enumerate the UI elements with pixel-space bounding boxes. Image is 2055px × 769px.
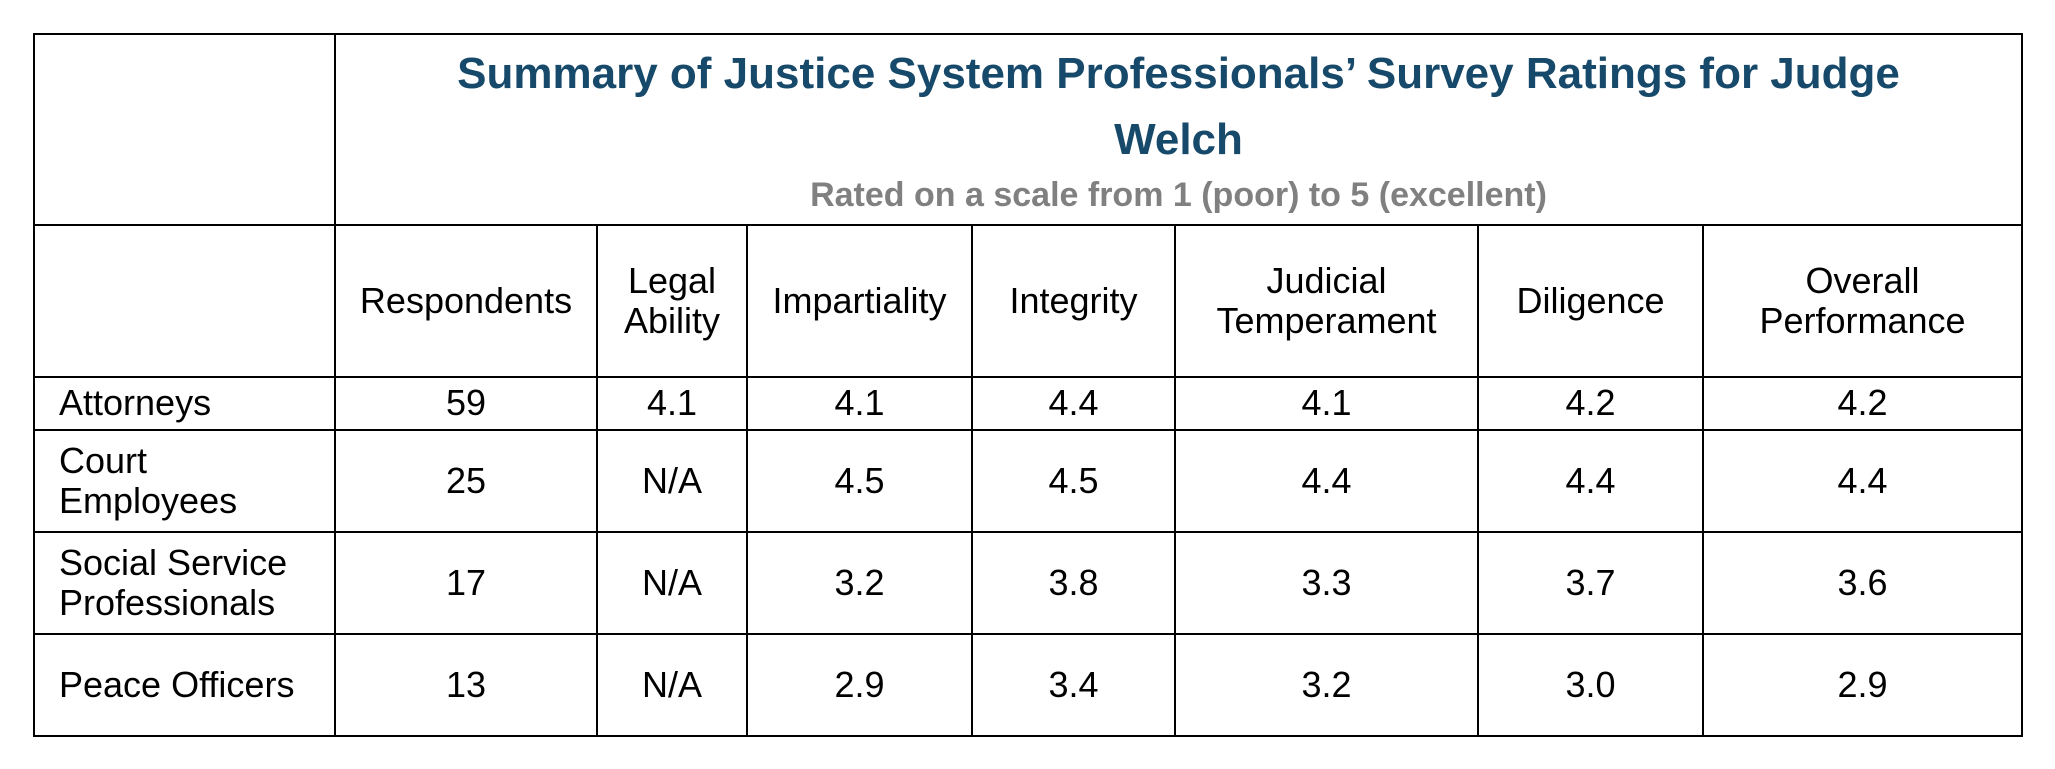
row-label-cell: Attorneys (33, 376, 336, 431)
cell-value: 3.3 (1174, 531, 1479, 635)
cell-value: 3.6 (1701, 531, 2024, 635)
column-header: Overall Performance (1701, 224, 2024, 378)
cell-value: 4.4 (1477, 429, 1704, 533)
row-label: Social Service Professionals (59, 541, 288, 623)
data-row: Court Employees 25 N/A 4.5 4.5 4.4 4.4 4.4 (33, 429, 2024, 533)
title: Summary of Justice System Professionals’… (457, 49, 1900, 165)
cell-value: N/A (596, 633, 748, 737)
cell-value: 4.4 (971, 376, 1176, 431)
row-label-cell: Peace Officers (33, 633, 336, 737)
data-row: Attorneys 59 4.1 4.1 4.4 4.1 4.2 4.2 (33, 376, 2024, 431)
cell-value: 17 (334, 531, 598, 635)
cell-value: 25 (334, 429, 598, 533)
ratings-table: Summary of Justice System Professionals’… (33, 33, 2024, 737)
cell-value: N/A (596, 429, 748, 533)
title-cell: Summary of Justice System Professionals’… (333, 33, 2024, 226)
cell-value: 3.2 (1174, 633, 1479, 737)
empty-cell (33, 224, 336, 378)
cell-value: 4.2 (1701, 376, 2024, 431)
row-label: Attorneys (59, 382, 212, 424)
cell-value: 4.2 (1477, 376, 1704, 431)
column-header: Legal Ability (596, 224, 748, 378)
title-row: Summary of Justice System Professionals’… (33, 33, 2024, 226)
row-label: Court Employees (59, 439, 238, 521)
cell-value: 59 (334, 376, 598, 431)
row-label-cell: Court Employees (33, 429, 336, 533)
subtitle: Rated on a scale from 1 (poor) to 5 (exc… (810, 176, 1547, 215)
cell-value: 4.5 (971, 429, 1176, 533)
cell-value: 3.7 (1477, 531, 1704, 635)
cell-value: 2.9 (1701, 633, 2024, 737)
cell-value: 2.9 (746, 633, 973, 737)
cell-value: 13 (334, 633, 598, 737)
cell-value: 3.0 (1477, 633, 1704, 737)
cell-value: 4.4 (1701, 429, 2024, 533)
cell-value: 3.2 (746, 531, 973, 635)
data-row: Peace Officers 13 N/A 2.9 3.4 3.2 3.0 2.9 (33, 633, 2024, 737)
column-header: Respondents (334, 224, 598, 378)
column-header: Impartiality (746, 224, 973, 378)
row-label: Peace Officers (59, 663, 295, 705)
table-body: Summary of Justice System Professionals’… (33, 33, 2024, 737)
cell-value: 3.8 (971, 531, 1176, 635)
cell-value: N/A (596, 531, 748, 635)
row-label-cell: Social Service Professionals (33, 531, 336, 635)
cell-value: 3.4 (971, 633, 1176, 737)
cell-value: 4.5 (746, 429, 973, 533)
empty-cell (33, 33, 336, 226)
data-row: Social Service Professionals 17 N/A 3.2 3.8 3… (33, 531, 2024, 635)
column-header: Integrity (971, 224, 1176, 378)
cell-value: 4.4 (1174, 429, 1479, 533)
cell-value: 4.1 (746, 376, 973, 431)
header-row: Respondents Legal Ability Impartiality Inte… (33, 224, 2024, 378)
cell-value: 4.1 (596, 376, 748, 431)
column-header: Diligence (1477, 224, 1704, 378)
cell-value: 4.1 (1174, 376, 1479, 431)
column-header: Judicial Temperament (1174, 224, 1479, 378)
